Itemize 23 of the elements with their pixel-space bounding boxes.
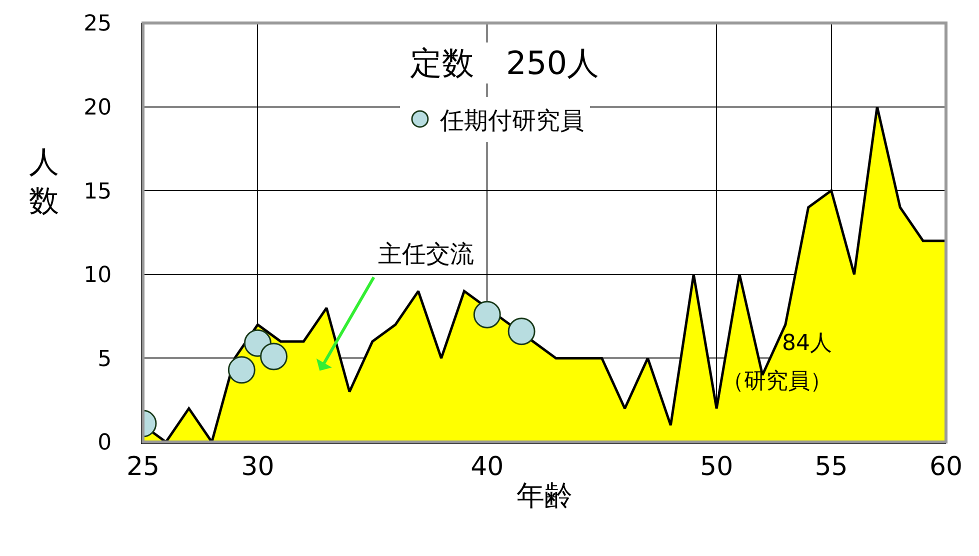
y-tick-label: 5 [98, 346, 112, 372]
text: 定数 250人 [410, 44, 600, 82]
y-axis-title: 人数 [29, 145, 59, 219]
x-tick-label: 55 [814, 452, 848, 482]
annotation: 84人 [782, 331, 832, 356]
x-tick-label: 40 [470, 452, 504, 482]
annotation: 主任交流 [378, 240, 474, 268]
y-tick-label: 20 [84, 96, 112, 120]
y-tick-label: 15 [84, 179, 112, 204]
x-tick-label: 60 [929, 452, 963, 482]
point [508, 318, 536, 346]
point [228, 356, 256, 384]
x-tick-label: 25 [126, 452, 160, 482]
point [260, 342, 288, 370]
point [473, 300, 501, 328]
legend-label: 任期付研究員 [438, 106, 584, 134]
x-axis-title: 年齢 [516, 478, 572, 512]
y-tick-label: 0 [98, 430, 112, 456]
x-tick-label: 50 [700, 452, 734, 482]
annotation: （研究員） [722, 369, 832, 394]
y-tick-label: 10 [84, 263, 112, 288]
x-tick-label: 30 [241, 452, 274, 482]
y-tick-label: 25 [84, 12, 112, 37]
